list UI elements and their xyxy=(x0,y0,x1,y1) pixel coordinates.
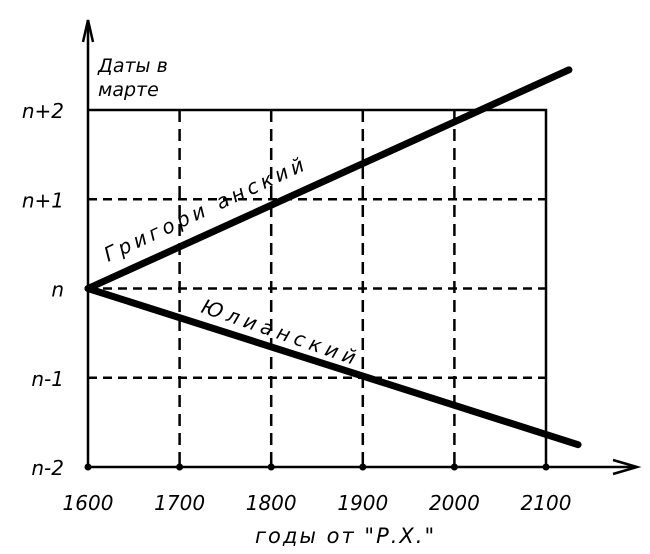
x-axis-arrow-icon xyxy=(612,458,642,476)
series-line-0 xyxy=(84,66,573,292)
x-tick-dot xyxy=(84,463,92,471)
x-tick-label: 1800 xyxy=(246,491,297,515)
y-tick-label: n-1 xyxy=(31,367,64,391)
series-label-gregorian: Григори анский xyxy=(100,151,311,267)
ticks: 1600 1700 1800 1900 2000 2100 n-2 n-1 n n+1 n+2 xyxy=(22,99,572,515)
x-tick-label: 2100 xyxy=(521,491,572,515)
y-tick-label: n xyxy=(51,278,64,302)
x-tick-dot xyxy=(359,463,367,471)
axes xyxy=(81,19,642,476)
series xyxy=(84,66,582,449)
x-tick-label: 1900 xyxy=(337,491,388,515)
series-line-1 xyxy=(84,285,582,449)
x-tick-dot xyxy=(542,463,550,471)
y-tick-label: n-2 xyxy=(31,456,64,480)
x-tick-label: 1600 xyxy=(63,491,114,515)
y-axis-title-line1: Даты в xyxy=(97,55,168,77)
y-axis-arrow-icon xyxy=(81,19,95,43)
frame xyxy=(88,108,548,467)
x-tick-dot xyxy=(450,463,458,471)
y-axis-title-line2: марте xyxy=(98,79,159,101)
x-axis-title: годы от "Р.Х." xyxy=(255,524,436,548)
x-tick-label: 2000 xyxy=(429,491,480,515)
x-tick-dot xyxy=(176,463,184,471)
x-tick-dot xyxy=(267,463,275,471)
y-tick-label: n+2 xyxy=(22,99,64,123)
grid xyxy=(88,110,546,467)
frame-line xyxy=(88,108,548,467)
x-tick-label: 1700 xyxy=(154,491,205,515)
y-axis-title: Даты в марте xyxy=(97,55,174,101)
y-tick-label: n+1 xyxy=(22,188,64,212)
